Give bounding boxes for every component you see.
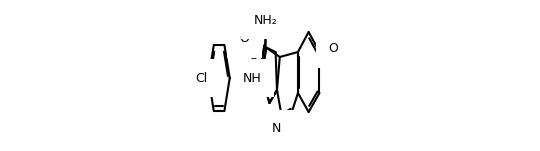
Text: Cl: Cl (195, 72, 208, 85)
Text: NH: NH (243, 72, 262, 85)
Text: NH₂: NH₂ (254, 13, 278, 26)
Text: N: N (272, 122, 281, 135)
Text: O: O (329, 42, 339, 56)
Text: O: O (240, 32, 249, 45)
Text: NH₂: NH₂ (254, 13, 278, 26)
